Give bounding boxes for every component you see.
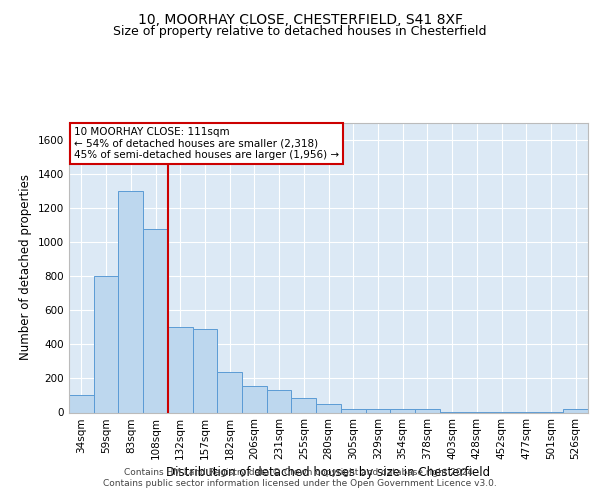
Bar	[365, 409, 390, 412]
Bar	[390, 409, 415, 412]
Text: 10 MOORHAY CLOSE: 111sqm
← 54% of detached houses are smaller (2,318)
45% of sem: 10 MOORHAY CLOSE: 111sqm ← 54% of detach…	[74, 127, 340, 160]
Bar	[168, 327, 193, 412]
Bar	[94, 276, 118, 412]
Bar	[242, 386, 267, 412]
Bar	[292, 398, 316, 412]
Bar	[193, 329, 217, 412]
Bar	[118, 190, 143, 412]
Text: Size of property relative to detached houses in Chesterfield: Size of property relative to detached ho…	[113, 25, 487, 38]
Bar	[341, 409, 365, 412]
Bar	[316, 404, 341, 412]
Bar	[217, 372, 242, 412]
Text: Contains HM Land Registry data © Crown copyright and database right 2024.
Contai: Contains HM Land Registry data © Crown c…	[103, 468, 497, 487]
Bar	[69, 396, 94, 412]
Bar	[415, 409, 440, 412]
Bar	[143, 229, 168, 412]
Bar	[563, 409, 588, 412]
Bar	[267, 390, 292, 412]
Text: 10, MOORHAY CLOSE, CHESTERFIELD, S41 8XF: 10, MOORHAY CLOSE, CHESTERFIELD, S41 8XF	[137, 12, 463, 26]
X-axis label: Distribution of detached houses by size in Chesterfield: Distribution of detached houses by size …	[166, 466, 491, 479]
Y-axis label: Number of detached properties: Number of detached properties	[19, 174, 32, 360]
